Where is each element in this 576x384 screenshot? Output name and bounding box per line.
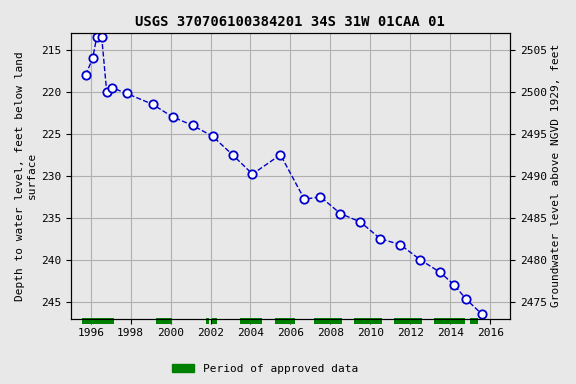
Y-axis label: Groundwater level above NGVD 1929, feet: Groundwater level above NGVD 1929, feet (551, 44, 561, 307)
Y-axis label: Depth to water level, feet below land
surface: Depth to water level, feet below land su… (15, 51, 37, 301)
Legend: Period of approved data: Period of approved data (168, 359, 362, 379)
Title: USGS 370706100384201 34S 31W 01CAA 01: USGS 370706100384201 34S 31W 01CAA 01 (135, 15, 445, 29)
